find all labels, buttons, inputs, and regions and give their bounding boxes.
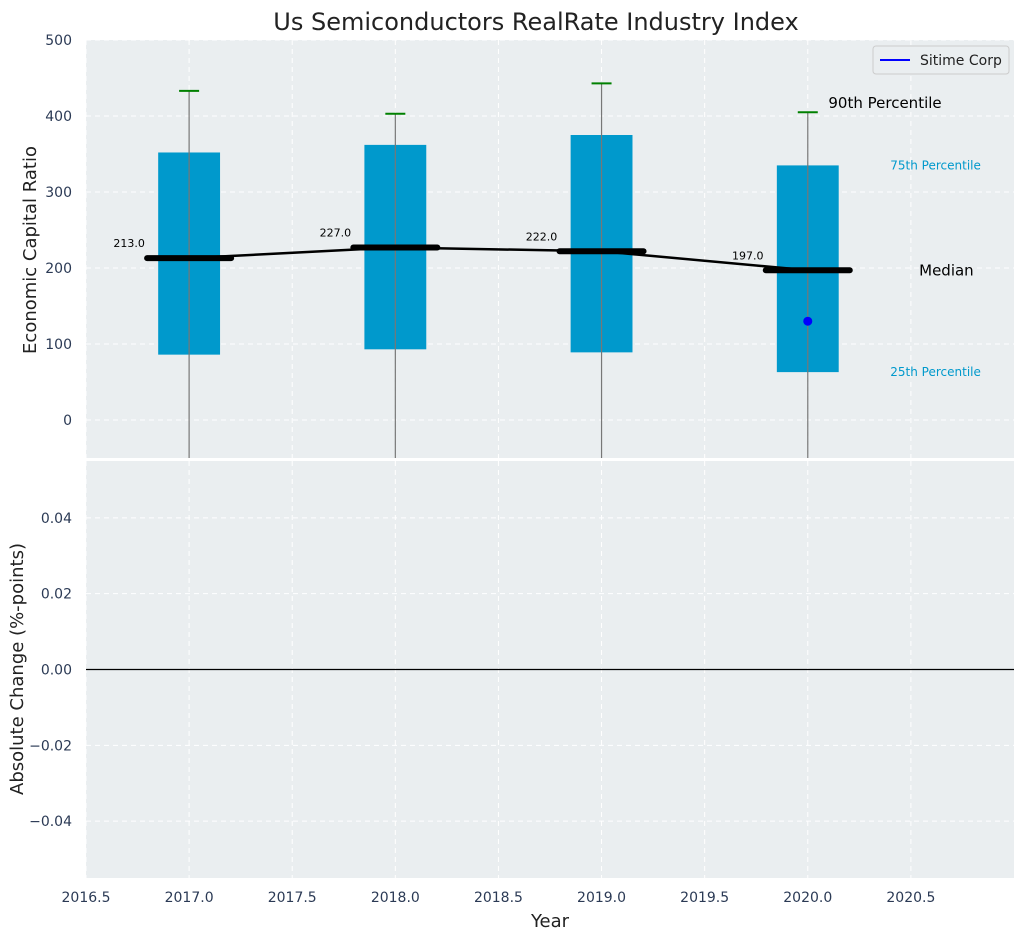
p90-annotation: 90th Percentile [828,94,941,112]
bottom-y-tick-label: −0.02 [29,738,72,754]
legend-box [872,45,1010,75]
x-tick-label: 2017.5 [268,890,317,906]
x-axis-label: Year [530,911,570,932]
company-point [803,316,813,326]
legend: Sitime Corp [872,45,1010,75]
x-tick-label: 2020.0 [783,890,832,906]
legend-label: Sitime Corp [920,53,1002,69]
x-tick-label: 2016.5 [62,890,111,906]
axes-text: 2016.5 2017.0 2017.5 2018.0 2018.5 2019.0 2019… [29,33,935,906]
top-marks: 213.0 227.0 222.0 197.0 90th Percentile 75th … [113,82,981,458]
top-y-tick-label: 0 [63,413,72,429]
median-annotation: Median [919,261,974,279]
bottom-y-tick-label: 0.00 [41,663,72,679]
x-tick-label: 2018.5 [474,890,523,906]
x-tick-label: 2019.0 [577,890,626,906]
top-y-tick-label: 500 [45,33,72,49]
x-tick-label: 2018.0 [371,890,420,906]
top-y-tick-label: 100 [45,337,72,353]
top-y-axis-label: Economic Capital Ratio [20,146,41,354]
bottom-y-tick-label: 0.02 [41,587,72,603]
top-panel-background [86,40,1014,458]
bottom-y-tick-label: 0.04 [41,511,72,527]
x-tick-label: 2017.0 [165,890,214,906]
x-tick-label: 2019.5 [680,890,729,906]
bottom-y-axis-label: Absolute Change (%-points) [7,543,28,795]
median-value-label: 222.0 [526,230,558,243]
median-trend-line [189,246,808,272]
x-tick-label: 2020.5 [886,890,935,906]
bottom-y-tick-label: −0.04 [29,814,72,830]
top-y-tick-label: 300 [45,185,72,201]
median-value-label: 213.0 [113,237,145,250]
p25-annotation: 25th Percentile [890,365,981,379]
p75-annotation: 75th Percentile [890,158,981,172]
median-value-label: 227.0 [320,226,352,239]
top-y-tick-label: 200 [45,261,72,277]
top-y-tick-label: 400 [45,109,72,125]
chart-title: Us Semiconductors RealRate Industry Inde… [273,8,798,36]
median-value-label: 197.0 [732,249,764,262]
